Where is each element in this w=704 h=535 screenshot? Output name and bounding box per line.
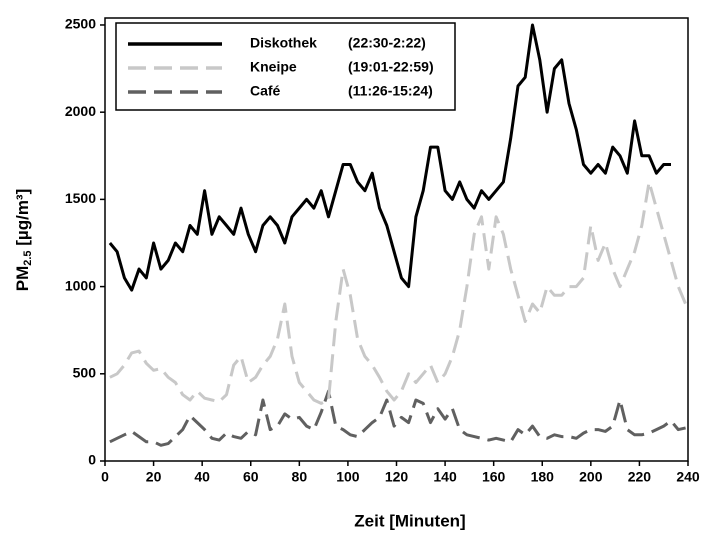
y-label-main: PM xyxy=(13,266,32,292)
data-line xyxy=(109,180,687,405)
x-tick-label: 40 xyxy=(194,469,210,485)
x-tick-label: 200 xyxy=(579,469,603,485)
y-tick-label: 1000 xyxy=(65,277,96,293)
x-tick-label: 60 xyxy=(243,469,259,485)
x-tick-label: 220 xyxy=(628,469,652,485)
y-label-sub: 2.5 xyxy=(22,250,34,265)
legend-name: Diskothek xyxy=(250,35,317,51)
legend-name: Café xyxy=(250,83,281,99)
x-tick-label: 180 xyxy=(531,469,555,485)
x-axis-label: Zeit [Minuten] xyxy=(354,511,465,530)
legend-period: (22:30-2:22) xyxy=(348,35,426,51)
y-label-rest: [µg/m³] xyxy=(13,189,32,251)
data-line xyxy=(109,389,686,447)
x-tick-label: 160 xyxy=(482,469,506,485)
x-tick-label: 140 xyxy=(433,469,457,485)
y-tick-label: 2000 xyxy=(65,103,96,119)
y-tick-label: 1500 xyxy=(65,190,96,206)
y-tick-label: 500 xyxy=(73,364,97,380)
y-tick-label: 0 xyxy=(88,452,96,468)
x-tick-label: 120 xyxy=(385,469,409,485)
legend-name: Kneipe xyxy=(250,59,297,75)
y-axis-label: PM2.5 [µg/m³] xyxy=(13,189,33,292)
x-tick-label: 80 xyxy=(292,469,308,485)
legend-period: (19:01-22:59) xyxy=(348,59,434,75)
y-tick-label: 2500 xyxy=(65,16,96,32)
x-tick-label: 0 xyxy=(101,469,109,485)
x-tick-label: 20 xyxy=(146,469,162,485)
legend-period: (11:26-15:24) xyxy=(348,83,433,99)
x-tick-label: 100 xyxy=(336,469,360,485)
x-tick-label: 240 xyxy=(676,469,700,485)
data-line xyxy=(108,23,671,292)
legend-box xyxy=(115,22,456,111)
